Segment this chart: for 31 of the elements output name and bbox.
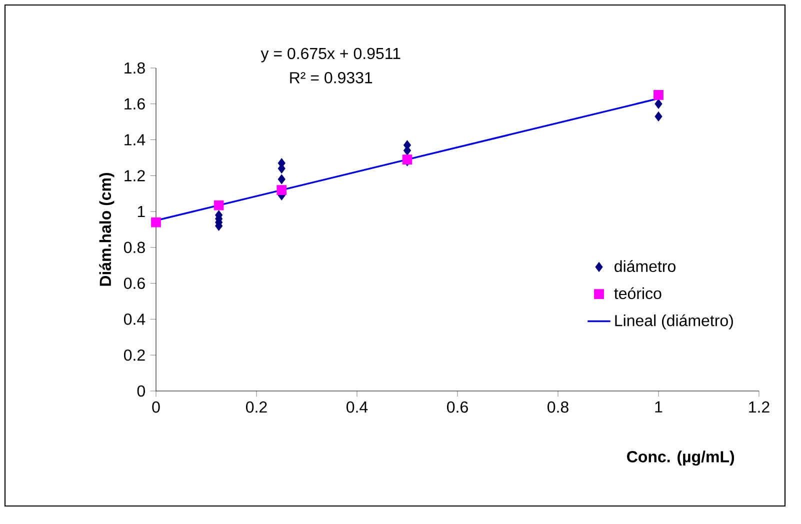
x-tick-label: 0 (152, 401, 160, 413)
legend-label: teórico (614, 287, 662, 300)
y-tick-label: 1.2 (124, 170, 145, 182)
annotation: R² = 0.9331 (290, 72, 372, 84)
y-tick-label: 0.8 (124, 242, 145, 254)
point (276, 185, 287, 195)
point (654, 90, 664, 100)
legend-label: Lineal (diámetro) (615, 314, 733, 330)
x-tick-label: 0.8 (548, 401, 568, 413)
x-tick-label: 0.6 (447, 401, 468, 413)
x-axis-title: Conc. (µg/mL) (627, 450, 734, 466)
point (654, 98, 662, 109)
y-tick-label: 0.6 (124, 278, 145, 289)
x-tick-label: 0.2 (246, 401, 267, 413)
y-tick-label: 0.4 (124, 314, 146, 325)
x-tick-label: 1 (655, 401, 662, 412)
point (214, 200, 224, 210)
legend-label: diámetro (614, 260, 676, 272)
point (278, 174, 286, 184)
y-tick-label: 0.2 (124, 349, 145, 361)
x-tick-label: 1.2 (749, 401, 770, 413)
y-tick-label: 1.6 (124, 98, 145, 110)
text: y = 0.675x + 0.9511 (260, 48, 400, 62)
y-tick-label: 1.8 (124, 62, 145, 74)
y-tick-label: 1 (138, 206, 145, 218)
y-axis-title: Diám.halo (cm) (99, 172, 114, 286)
y-tick-label: 0 (137, 385, 145, 397)
point (654, 112, 662, 122)
y-tick-label: 1.4 (124, 134, 146, 146)
point (151, 217, 161, 228)
x-tick-label: 0.4 (346, 401, 368, 413)
